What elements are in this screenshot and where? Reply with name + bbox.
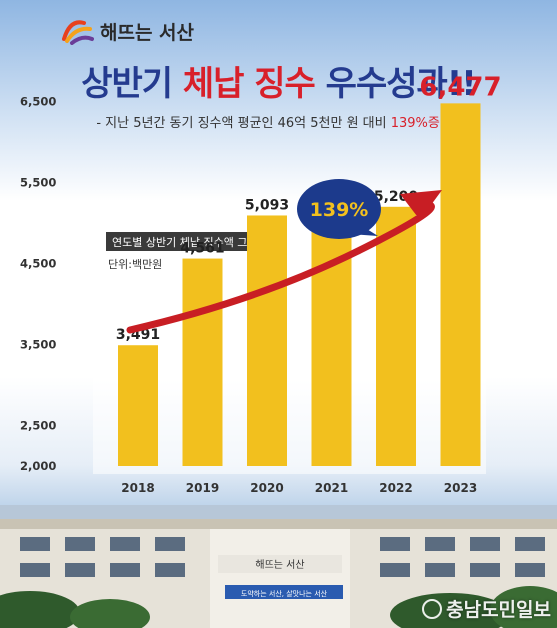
building-sign: 해뜨는 서산 [255,558,304,571]
subtitle-main: - 지난 5년간 동기 징수액 평균인 46억 5천만 원 대비 [96,116,391,131]
bar [118,345,158,466]
y-tick-label: 2,500 [20,419,56,433]
bar [440,103,481,466]
chart-title-box [106,232,274,251]
headline: 상반기 체납 징수 우수성과!! [0,56,557,105]
x-tick-label: 2021 [315,481,348,495]
x-tick-label: 2023 [444,481,477,495]
x-tick-label: 2020 [250,481,283,495]
bar-chart: 연도별 상반기 체납 징수액 그래프 단위:백만원 2,000 2,500 3,50… [20,72,502,495]
watermark-text: 충남도민일보 [446,599,551,621]
bar [247,215,287,466]
x-tick-label: 2018 [121,481,154,495]
plot-panel [93,238,486,474]
chart-unit: 단위:백만원 [108,258,162,271]
subtitle-highlight: 139%증가 [390,116,452,131]
y-tick-label: 3,500 [20,338,56,352]
bar [376,206,416,467]
watermark-logo-icon [422,598,443,619]
y-tick-label: 2,000 [20,459,56,473]
growth-badge-tail [350,226,378,236]
y-tick-label: 5,500 [20,176,56,190]
growth-badge-text: 139% [310,199,369,221]
y-tick-label: 4,500 [20,257,56,271]
sun-logo-icon [62,20,94,45]
brand-logo: 해뜨는 서산 [60,14,194,48]
brand-name: 해뜨는 서산 [100,21,195,44]
bar-value-label: 5,093 [245,197,289,213]
building-banner: 도약하는 서산, 살맛나는 서산 [241,589,328,598]
bar [182,258,223,466]
headline-part3: 우수성과!! [314,64,477,104]
x-tick-label: 2019 [186,481,219,495]
city-hall-building: 해뜨는 서산 도약하는 서산, 살맛나는 서산 [0,505,557,628]
chart-title: 연도별 상반기 체납 징수액 그래프 [112,236,268,249]
y-tick-label: 6,500 [20,95,56,109]
watermark: 충남도민일보 [422,595,551,622]
growth-arrow-head [400,190,442,220]
headline-part1: 상반기 [81,64,183,104]
headline-part2: 체납 징수 [182,64,316,104]
growth-arrow [126,201,435,334]
bar-value-label: 6,477 [419,72,501,102]
bar-value-label: 4,561 [180,241,224,257]
growth-badge [297,179,381,239]
x-tick-label: 2022 [379,481,412,495]
